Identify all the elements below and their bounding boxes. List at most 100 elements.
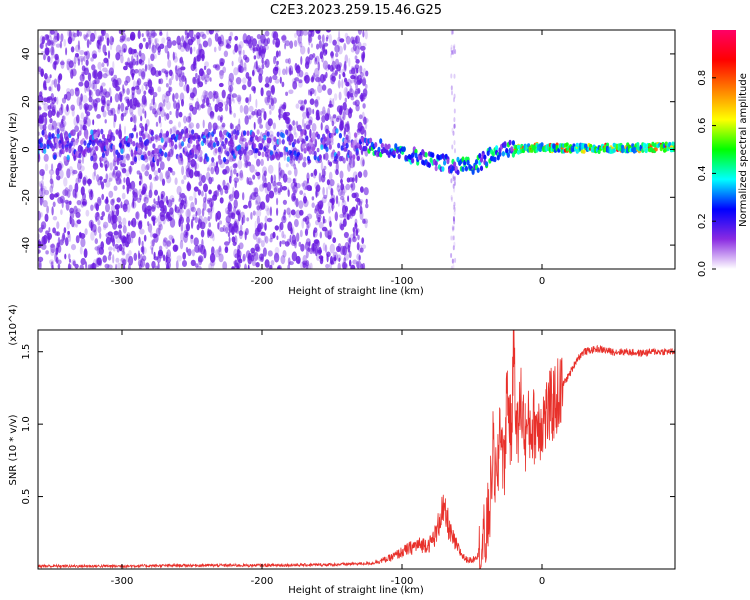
spectrogram-noise-cell <box>453 176 456 182</box>
spectrogram-noise-cell <box>101 30 105 35</box>
spectrogram-noise-cell <box>92 80 97 85</box>
spectrogram-noise-cell <box>144 208 149 215</box>
spectrogram-ridge-cell <box>264 151 269 158</box>
spectrogram-noise-cell <box>105 236 111 245</box>
snr-panel: -300 -200 -100 0 0.51.01.5 Height of straig… <box>8 304 676 596</box>
spectrogram-noise-cell <box>126 153 130 161</box>
snr-y-ticks: 0.51.01.5 <box>21 344 675 505</box>
spectrogram-ridge-cell <box>298 154 302 161</box>
spectrogram-noise-cell <box>322 242 326 252</box>
spectrogram-noise-cell <box>262 166 268 176</box>
spectrogram-noise-cell <box>292 184 298 194</box>
spectrogram-noise-cell <box>38 210 41 221</box>
spectrogram-noise-cell <box>74 53 79 58</box>
spectrogram-noise-cell <box>317 201 320 212</box>
spectrogram-noise-cell <box>320 111 323 116</box>
spectrogram-noise-cell <box>190 234 194 240</box>
spectrogram-noise-cell <box>56 32 60 42</box>
spectrogram-noise-cell <box>122 249 125 255</box>
spectrogram-noise-cell <box>295 209 301 219</box>
spectrogram-noise-cell <box>178 80 184 88</box>
spectrogram-noise-cell <box>204 192 207 202</box>
spectrogram-noise-cell <box>108 251 112 256</box>
spectrogram-noise-cell <box>291 251 298 262</box>
spectrogram-noise-cell <box>276 181 282 186</box>
spectrogram-noise-cell <box>174 92 179 100</box>
spectrogram-noise-cell <box>145 194 150 200</box>
spectrogram-noise-cell <box>450 30 453 35</box>
spectrogram-noise-cell <box>128 47 133 55</box>
spectrogram-noise-cell <box>53 35 59 43</box>
spectrogram-noise-cell <box>139 228 145 235</box>
spectrogram-noise-cell <box>356 242 360 251</box>
spectrogram-noise-cell <box>95 97 101 103</box>
spectrogram-noise-cell <box>243 153 247 163</box>
spectrogram-noise-cell <box>157 252 163 258</box>
spectrogram-noise-cell <box>198 81 204 88</box>
spectrogram-ridge-cell <box>311 146 316 152</box>
spectrogram-noise-cell <box>191 249 195 257</box>
spectrogram-noise-cell <box>260 38 265 46</box>
spectrogram-noise-cell <box>38 239 41 245</box>
spectrogram-noise-cell <box>237 159 243 170</box>
spectrogram-noise-cell <box>243 204 248 209</box>
spectrogram-noise-cell <box>208 189 212 195</box>
spectrogram-noise-cell <box>328 228 334 238</box>
spectrogram-ridge-cell <box>222 156 227 163</box>
spectrogram-noise-cell <box>42 200 48 208</box>
spectrogram-noise-cell <box>276 197 279 206</box>
spectrogram-noise-cell <box>302 117 305 128</box>
spectrogram-noise-cell <box>337 188 343 197</box>
spectrogram-noise-cell <box>105 173 109 181</box>
spectrogram-noise-cell <box>84 228 88 236</box>
spectrogram-noise-cell <box>343 63 347 73</box>
snr-scale-note: (x10^4) <box>8 304 19 345</box>
spectrogram-noise-cell <box>150 239 155 247</box>
spectrogram-noise-cell <box>291 120 296 126</box>
spectrogram-noise-cell <box>301 138 306 144</box>
spectrogram-noise-cell <box>273 185 279 195</box>
spectrogram-ridge-cell <box>261 151 265 158</box>
spectrogram-ridge-cell <box>159 132 163 139</box>
spectrogram-noise-cell <box>102 67 108 73</box>
spectrogram-noise-cell <box>126 88 130 95</box>
spectrogram-noise-cell <box>329 243 335 254</box>
spectrogram-noise-cell <box>72 260 76 267</box>
spectrogram-noise-cell <box>242 253 246 262</box>
spectrogram-ridge-cell <box>387 143 391 150</box>
spectrogram-noise-cell <box>344 77 348 83</box>
spectrogram-noise-cell <box>196 35 200 40</box>
spectrogram-noise-cell <box>354 218 358 225</box>
spectrogram-noise-cell <box>279 221 284 231</box>
spectrogram-noise-cell <box>301 182 305 187</box>
spectrogram-noise-cell <box>294 62 298 71</box>
spectrogram-ridge-cell <box>280 151 284 158</box>
spectrogram-noise-cell <box>219 227 225 233</box>
spectrogram-noise-cell <box>49 259 55 265</box>
spectrogram-noise-cell <box>249 93 252 103</box>
spectrogram-noise-cell <box>124 80 129 86</box>
spectrogram-noise-cell <box>278 106 282 115</box>
spectrogram-noise-cell <box>234 235 238 245</box>
spectrogram-noise-cell <box>219 70 224 80</box>
spectrogram-noise-cell <box>309 98 315 105</box>
spectrogram-noise-cell <box>452 226 454 232</box>
spectrogram-noise-cell <box>322 49 327 56</box>
spectrogram-noise-cell <box>362 159 365 167</box>
spectrogram-noise-cell <box>186 223 190 232</box>
spectrogram-noise-cell <box>51 163 54 171</box>
spectrogram-noise-cell <box>50 83 53 92</box>
spectrogram-noise-cell <box>272 39 275 45</box>
spectrogram-noise-cell <box>256 44 260 52</box>
spectrogram-noise-cell <box>210 261 215 269</box>
spectrogram-noise-cell <box>340 183 345 191</box>
spectrogram-noise-cell <box>305 185 309 191</box>
spectrogram-noise-cell <box>38 94 44 102</box>
spectrogram-noise-cell <box>360 45 366 51</box>
spectrogram-noise-cell <box>115 257 120 263</box>
spectrogram-noise-cell <box>141 246 147 255</box>
spectrogram-ridge-cell <box>164 142 168 148</box>
spectrogram-ridge-cell <box>187 157 191 163</box>
spectrogram-noise-cell <box>56 83 61 92</box>
spectrogram-ridge-cell <box>246 130 250 136</box>
